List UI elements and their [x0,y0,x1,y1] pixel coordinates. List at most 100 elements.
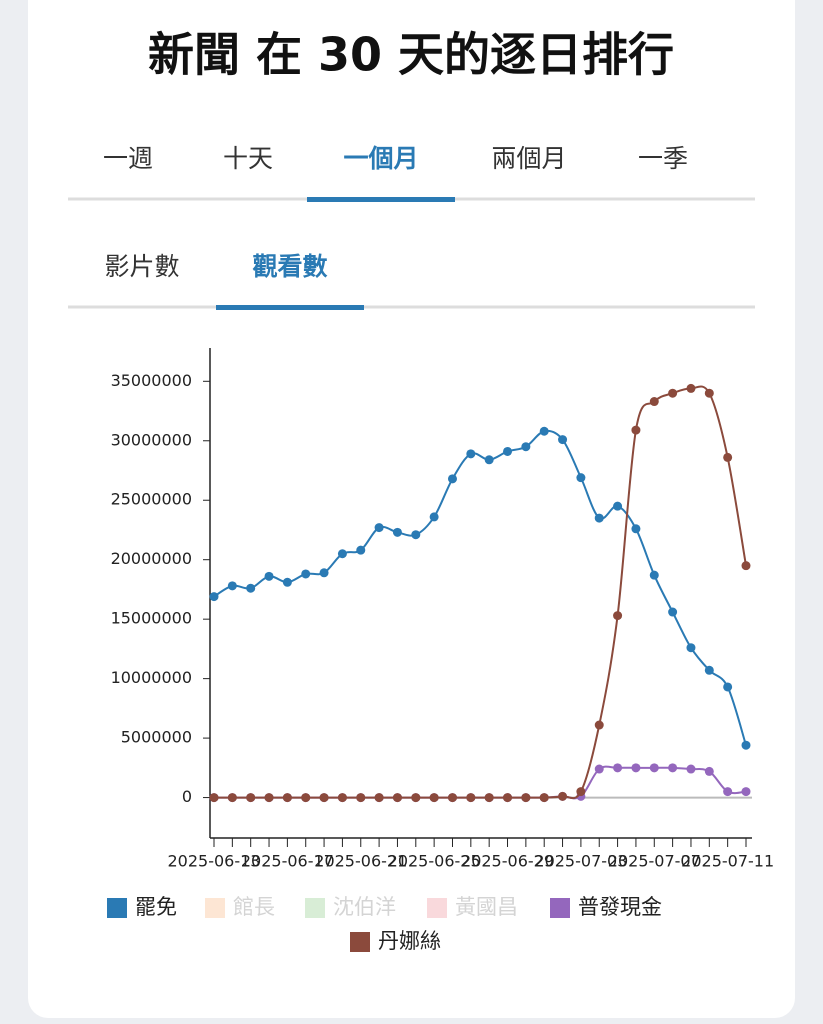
data-point [319,568,329,578]
legend-swatch[interactable] [305,898,325,918]
data-point [631,425,641,435]
data-point [356,545,366,555]
data-point [668,607,678,617]
data-point [319,793,329,803]
data-point [374,793,384,803]
x-tick-label: 2025-06-13 [168,852,261,871]
subtab[interactable]: 影片數 [104,252,179,281]
data-point [558,435,568,445]
data-point [411,793,421,803]
y-tick-label: 20000000 [111,549,192,568]
data-point [466,793,476,803]
y-tick-label: 15000000 [111,609,192,628]
data-point [741,787,751,797]
data-point [264,793,274,803]
legend-swatch[interactable] [550,898,570,918]
x-tick-label: 2025-06-17 [241,852,334,871]
data-point [686,764,696,774]
subtab[interactable]: 觀看數 [252,252,327,281]
data-point [631,524,641,534]
data-point [668,388,678,398]
data-point [374,523,384,533]
tab[interactable]: 一個月 [343,144,418,173]
legend-label[interactable]: 館長 [233,895,275,919]
data-point [227,581,237,591]
data-point [521,793,531,803]
y-tick-label: 30000000 [111,430,192,449]
legend-swatch[interactable] [427,898,447,918]
x-tick-label: 2025-07-07 [608,852,701,871]
legend-label[interactable]: 罷免 [135,895,177,919]
legend-label[interactable]: 沈伯洋 [333,895,396,919]
x-tick-label: 2025-06-25 [388,852,481,871]
data-point [649,570,659,580]
x-tick-label: 2025-06-29 [461,852,554,871]
data-point [631,763,641,773]
data-point [209,592,219,602]
legend-label[interactable]: 黃國昌 [455,895,518,919]
data-point [704,388,714,398]
data-point [301,569,311,579]
data-point [594,513,604,523]
data-point [246,583,256,593]
data-point [576,473,586,483]
tab[interactable]: 一季 [638,144,688,173]
data-point [301,793,311,803]
legend-swatch[interactable] [350,932,370,952]
legend-swatch[interactable] [107,898,127,918]
tab[interactable]: 十天 [223,144,273,173]
data-point [723,452,733,462]
data-point [723,787,733,797]
data-point [686,643,696,653]
y-tick-label: 25000000 [111,490,192,509]
data-point [337,793,347,803]
data-point [447,474,457,484]
data-point [723,682,733,692]
y-tick-label: 10000000 [111,668,192,687]
data-point [246,793,256,803]
data-point [429,512,439,522]
data-point [447,793,457,803]
data-point [558,791,568,801]
data-point [337,549,347,559]
data-point [613,501,623,511]
legend-swatch[interactable] [205,898,225,918]
x-tick-label: 2025-07-11 [681,852,774,871]
data-point [668,763,678,773]
data-point [484,455,494,465]
active-tab-indicator [307,197,455,202]
data-point [264,571,274,581]
data-point [227,793,237,803]
y-tick-label: 35000000 [111,371,192,390]
data-point [503,446,513,456]
data-point [704,665,714,675]
data-point [282,793,292,803]
tab[interactable]: 兩個月 [491,144,566,173]
data-point [484,793,494,803]
x-tick-label: 2025-07-03 [534,852,627,871]
data-point [392,793,402,803]
data-point [594,720,604,730]
data-point [576,787,586,797]
data-point [282,577,292,587]
legend-label[interactable]: 丹娜絲 [378,929,441,953]
legend-label[interactable]: 普發現金 [578,895,662,919]
data-point [209,793,219,803]
data-point [649,397,659,407]
data-point [429,793,439,803]
page-title: 新聞 在 30 天的逐日排行 [148,28,674,82]
data-point [466,449,476,459]
active-subtab-indicator [216,305,364,310]
data-point [649,763,659,773]
data-point [686,383,696,393]
data-point [613,611,623,621]
data-point [613,763,623,773]
data-point [411,530,421,540]
data-point [521,442,531,452]
tab[interactable]: 一週 [103,144,153,173]
data-point [704,766,714,776]
data-point [741,561,751,571]
x-tick-label: 2025-06-21 [314,852,407,871]
